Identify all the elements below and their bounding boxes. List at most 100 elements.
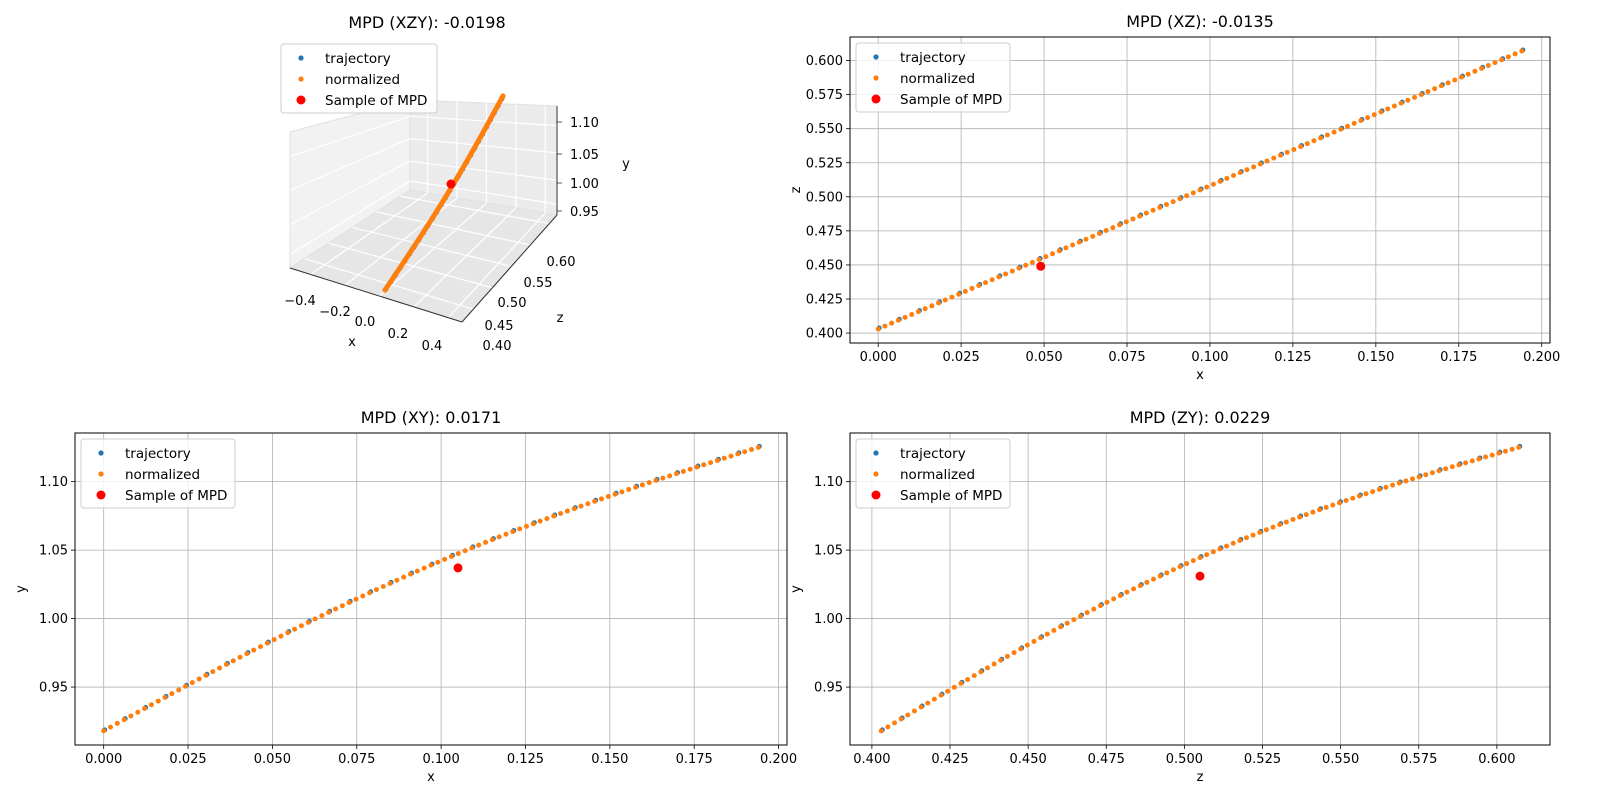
x-tick-label: 0.125 — [507, 752, 544, 767]
normalized-point — [1445, 80, 1451, 86]
normalized-point — [1190, 558, 1196, 564]
normalized-point — [1163, 201, 1169, 207]
normalized-point — [1056, 248, 1062, 254]
normalized-point — [1499, 57, 1505, 63]
normalized-point — [305, 619, 311, 625]
normalized-point — [333, 606, 339, 612]
normalized-point — [875, 326, 881, 332]
normalized-point — [517, 526, 523, 532]
normalized-point — [1432, 86, 1438, 92]
normalized-point — [503, 531, 509, 537]
normalized-point — [537, 518, 543, 524]
normalized-point — [1291, 146, 1297, 152]
x-axis-label: x — [348, 335, 356, 350]
normalized-point — [435, 559, 441, 565]
x-tick-label: 0.550 — [1322, 752, 1359, 767]
normalized-point — [1383, 484, 1389, 490]
normalized-point — [1476, 456, 1482, 462]
chart-zy: 0.400 0.425 0.450 0.475 0.500 0.525 0.550 0.575… — [789, 408, 1551, 785]
normalized-point — [1023, 262, 1029, 268]
legend-marker — [298, 76, 304, 82]
y-tick-label: 0.450 — [806, 258, 843, 273]
normalized-point — [1083, 236, 1089, 242]
normalized-point — [312, 616, 318, 622]
normalized-point — [708, 460, 714, 466]
normalized-point — [882, 323, 888, 329]
normalized-point — [949, 294, 955, 300]
x-tick-label: 0.175 — [676, 752, 713, 767]
normalized-point — [1344, 123, 1350, 129]
normalized-point — [1231, 173, 1237, 179]
normalized-point — [101, 728, 107, 734]
normalized-point — [1244, 167, 1250, 173]
normalized-point — [1204, 184, 1210, 190]
normalized-point — [748, 447, 754, 453]
normalized-point — [523, 523, 529, 529]
normalized-point — [1331, 129, 1337, 135]
normalized-point — [1512, 51, 1518, 57]
normalized-point — [530, 521, 536, 527]
normalized-point — [598, 496, 604, 502]
y-tick-label: 0.575 — [806, 88, 843, 103]
x-tick-label: 0.050 — [254, 752, 291, 767]
normalized-point — [592, 498, 598, 504]
normalized-point — [1519, 48, 1525, 54]
normalized-point — [991, 661, 997, 667]
normalized-point — [428, 562, 434, 568]
normalized-point — [292, 626, 298, 632]
normalized-point — [1123, 219, 1129, 225]
normalized-point — [929, 303, 935, 309]
grid-3d — [409, 115, 558, 127]
normalized-point — [1090, 233, 1096, 239]
y-tick-label: 0.525 — [806, 156, 843, 171]
normalized-point — [1390, 482, 1396, 488]
normalized-point — [1164, 570, 1170, 576]
normalized-point — [1376, 486, 1382, 492]
normalized-point — [135, 709, 141, 715]
normalized-point — [945, 688, 951, 694]
normalized-point — [1485, 63, 1491, 69]
normalized-point — [258, 644, 264, 650]
normalized-point — [728, 453, 734, 459]
normalized-point — [387, 580, 393, 586]
normalized-point — [931, 696, 937, 702]
grid-3d — [289, 160, 411, 226]
z-tick-label: 0.50 — [498, 296, 527, 311]
normalized-point — [925, 700, 931, 706]
normalized-point — [1237, 170, 1243, 176]
normalized-point — [1097, 603, 1103, 609]
normalized-point — [1358, 118, 1364, 124]
normalized-point — [1029, 259, 1035, 265]
normalized-point — [1423, 472, 1429, 478]
normalized-point — [1190, 190, 1196, 196]
normalized-point — [278, 633, 284, 639]
normalized-point — [1204, 552, 1210, 558]
normalized-point — [1283, 519, 1289, 525]
normalized-point — [1117, 592, 1123, 598]
grid-3d — [289, 115, 411, 158]
normalized-point — [982, 280, 988, 286]
normalized-point — [1297, 514, 1303, 520]
normalized-point — [1058, 624, 1064, 630]
normalized-point — [1311, 138, 1317, 144]
normalized-point — [1224, 175, 1230, 181]
normalized-point — [223, 661, 229, 667]
normalized-point — [911, 708, 917, 714]
legend-entry: Sample of MPD — [900, 488, 1002, 504]
normalized-point — [1270, 524, 1276, 530]
normalized-point — [500, 93, 506, 99]
normalized-point — [998, 657, 1004, 663]
normalized-point — [1492, 60, 1498, 66]
y-tick-label: 1.00 — [570, 177, 599, 192]
y-axis-label: y — [14, 585, 29, 593]
normalized-point — [373, 587, 379, 593]
x-tick-label: 0.075 — [1108, 350, 1145, 365]
normalized-point — [1336, 500, 1342, 506]
normalized-point — [1217, 546, 1223, 552]
normalized-point — [176, 687, 182, 693]
normalized-point — [1479, 65, 1485, 71]
normalized-point — [169, 691, 175, 697]
normalized-point — [956, 291, 962, 297]
normalized-point — [1130, 216, 1136, 222]
